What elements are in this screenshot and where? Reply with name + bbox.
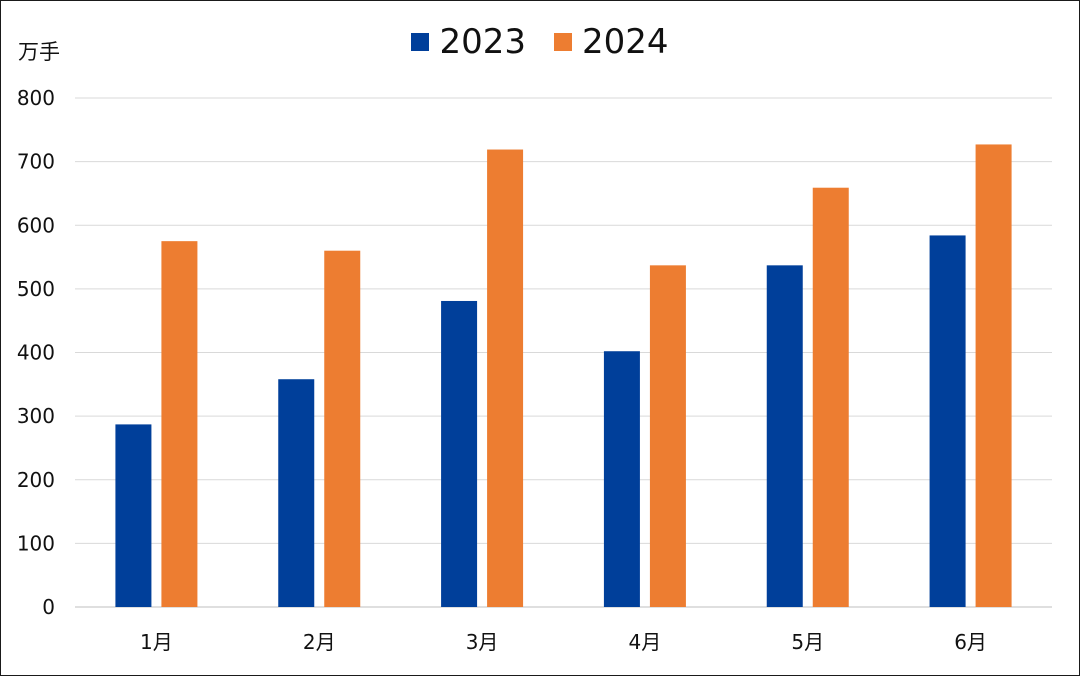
bar-2023-3 (441, 300, 478, 607)
y-tick-label-400: 400 (17, 341, 55, 365)
legend-swatch-2024 (554, 33, 572, 51)
x-tick-label-1: 1月 (140, 630, 173, 654)
y-tick-label-100: 100 (17, 531, 55, 555)
chart-legend: 2023 2024 (0, 22, 1080, 62)
bar-2024-3 (487, 149, 524, 607)
y-tick-label-800: 800 (17, 86, 55, 110)
x-tick-label-3: 3月 (466, 630, 499, 654)
bar-2023-1 (115, 424, 152, 607)
bar-2024-5 (812, 187, 849, 607)
y-tick-label-0: 0 (42, 595, 55, 619)
legend-label-2023: 2023 (439, 22, 526, 62)
bar-2024-4 (649, 265, 686, 607)
bar-2024-1 (161, 241, 198, 607)
y-tick-label-600: 600 (17, 213, 55, 237)
y-tick-label-700: 700 (17, 150, 55, 174)
bar-2023-4 (603, 351, 640, 607)
x-tick-label-2: 2月 (303, 630, 336, 654)
x-tick-label-4: 4月 (629, 630, 662, 654)
bar-2023-5 (766, 265, 803, 607)
legend-label-2024: 2024 (582, 22, 669, 62)
bar-2023-6 (929, 235, 966, 607)
x-tick-label-6: 6月 (954, 630, 987, 654)
bar-2023-2 (278, 379, 315, 607)
legend-item-2023: 2023 (411, 22, 526, 62)
y-tick-label-500: 500 (17, 277, 55, 301)
x-tick-label-5: 5月 (791, 630, 824, 654)
y-tick-label-200: 200 (17, 468, 55, 492)
legend-item-2024: 2024 (554, 22, 669, 62)
y-tick-label-300: 300 (17, 404, 55, 428)
y-axis-unit-label: 万手 (18, 40, 60, 64)
bar-2024-6 (975, 144, 1012, 608)
bar-2024-2 (324, 250, 361, 607)
legend-swatch-2023 (411, 33, 430, 51)
